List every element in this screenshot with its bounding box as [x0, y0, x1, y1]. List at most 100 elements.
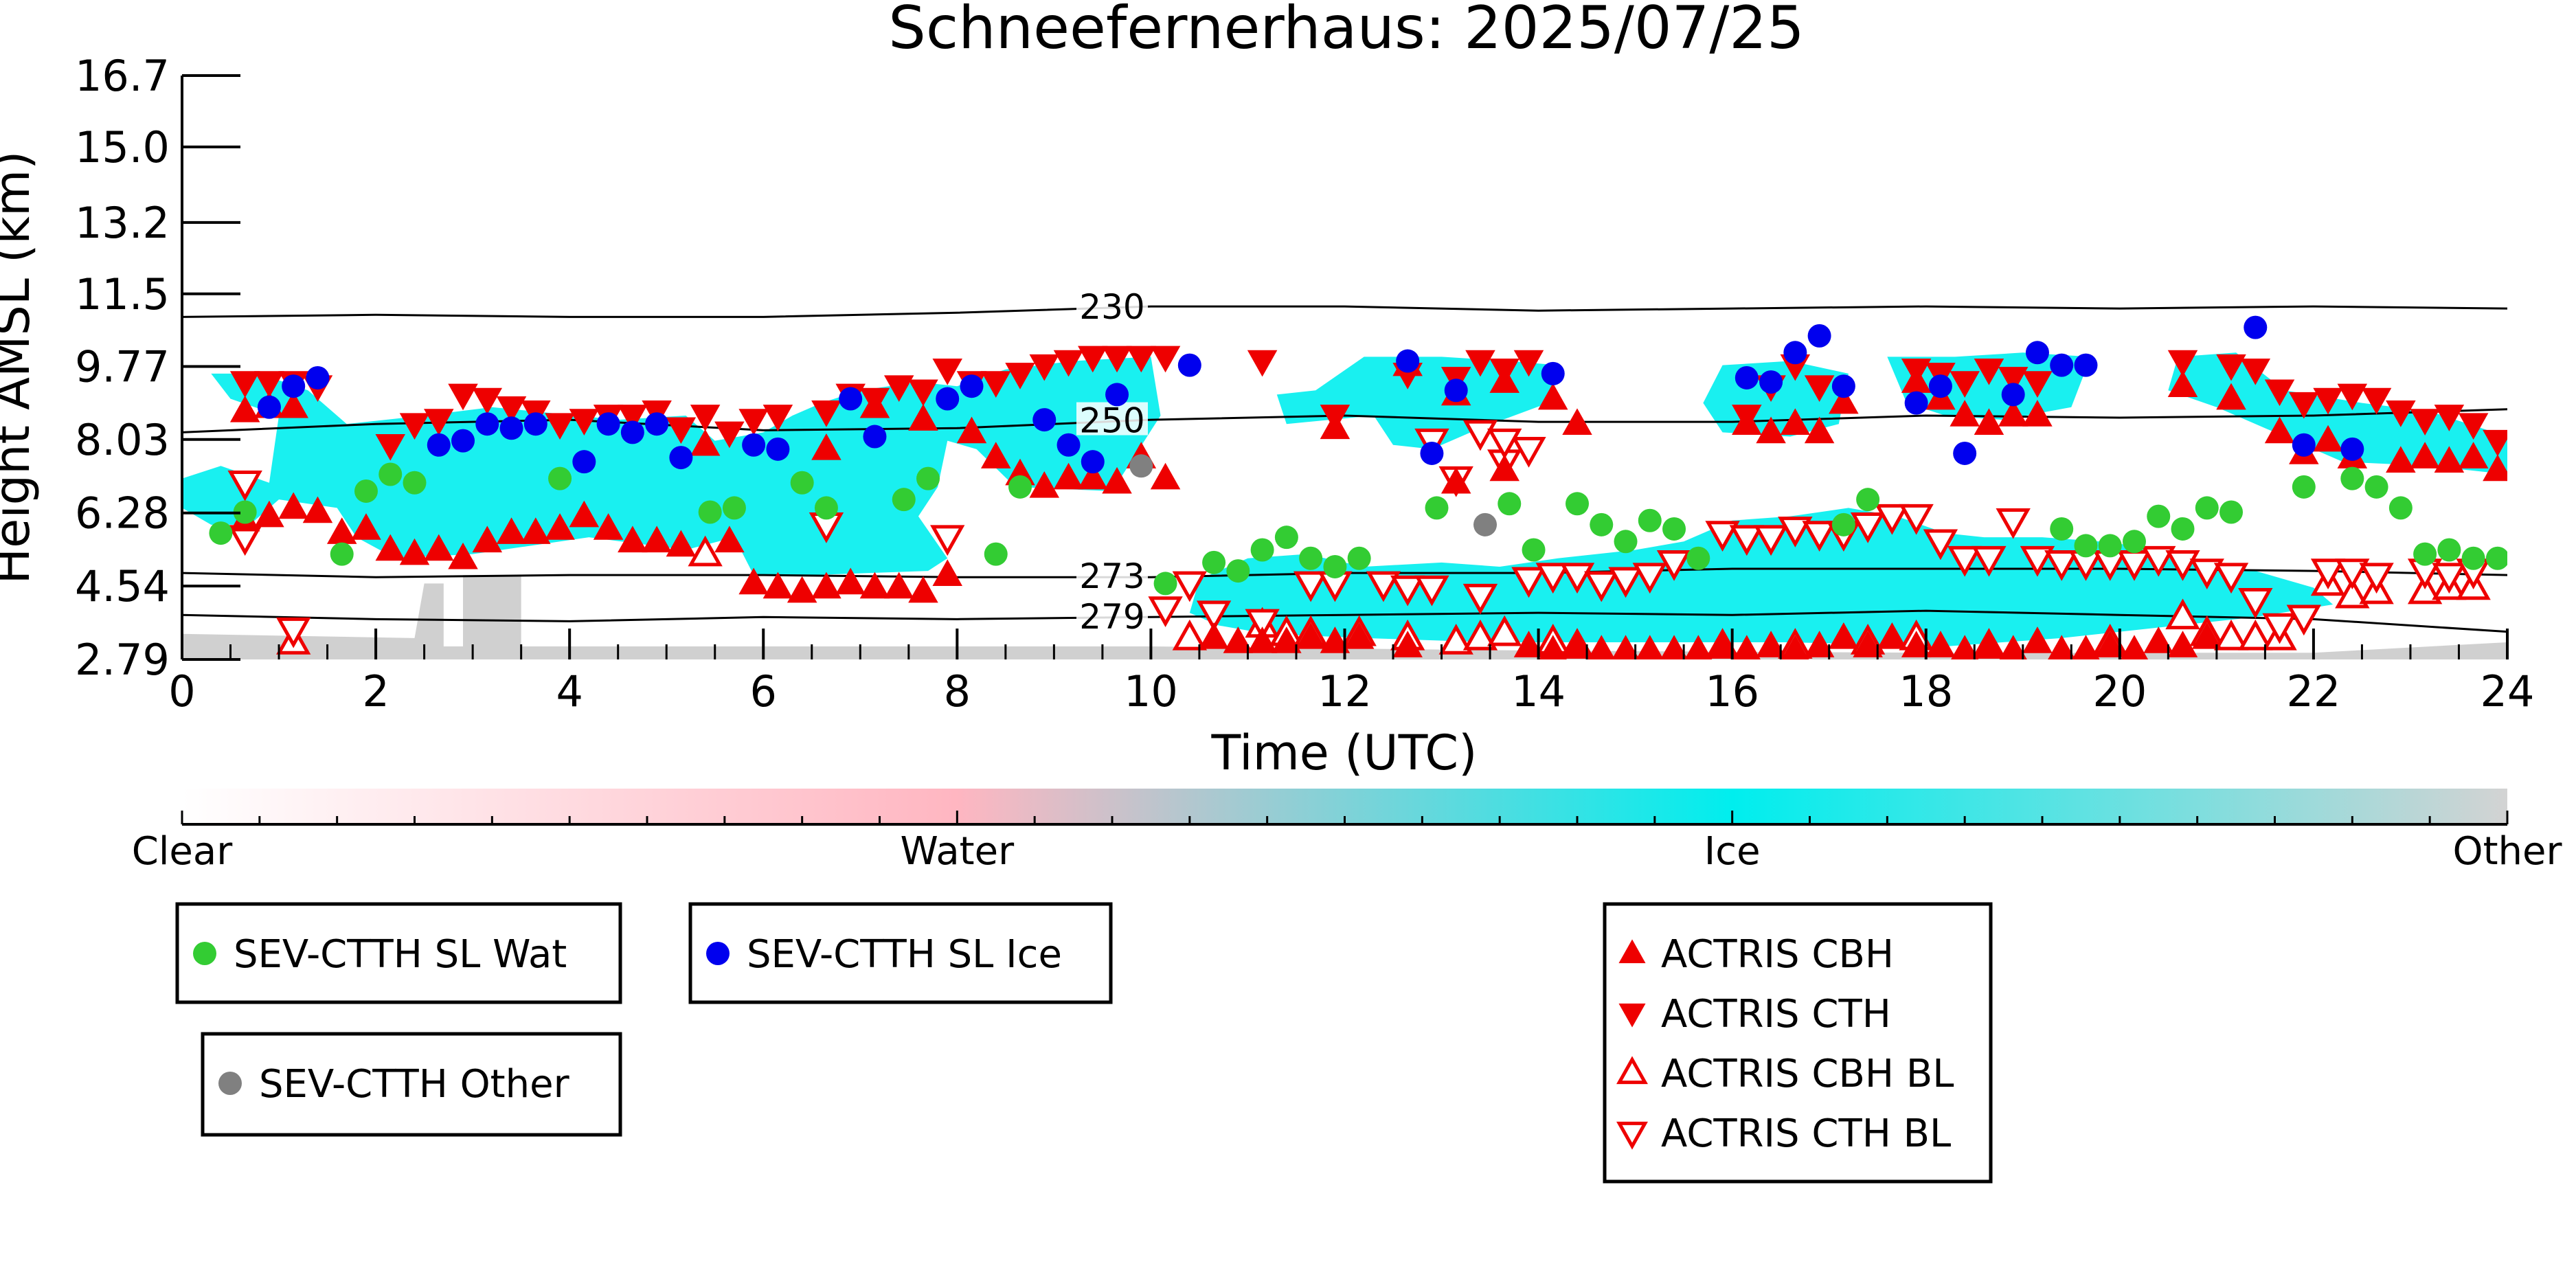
- marker-actris-cbh: [956, 416, 987, 444]
- marker-sev-ctth-sl-wat: [1008, 475, 1032, 499]
- marker-actris-cbh: [1078, 462, 1108, 490]
- colorbar-label: Ice: [1704, 829, 1761, 874]
- marker-actris-cth: [690, 405, 721, 431]
- marker-sev-ctth-sl-wat: [403, 471, 427, 495]
- marker-actris-cbh: [1636, 635, 1664, 659]
- isotherm-label: 250: [1079, 401, 1144, 441]
- marker-actris-cth-bl: [1414, 575, 1449, 607]
- x-tick-label: 4: [556, 666, 583, 716]
- marker-sev-ctth-sl-ice: [2244, 315, 2268, 339]
- marker-sev-ctth-sl-ice: [1081, 450, 1105, 474]
- marker-actris-cth: [1950, 371, 1980, 398]
- marker-actris-cth: [2361, 387, 2392, 415]
- marker-actris-cth: [1320, 405, 1351, 431]
- marker-actris-cth-bl: [227, 470, 262, 501]
- marker-sev-ctth-sl-ice: [960, 374, 984, 398]
- marker-sev-ctth-sl-wat: [984, 542, 1008, 566]
- marker-actris-cth: [883, 375, 914, 403]
- marker-actris-cth-bl: [1487, 428, 1522, 460]
- marker-sev-ctth-sl-wat: [892, 488, 916, 512]
- marker-sev-ctth-sl-ice: [1420, 441, 1444, 465]
- marker-sev-ctth-sl-ice: [1105, 383, 1129, 407]
- legend-label: ACTRIS CTH BL: [1661, 1111, 1951, 1156]
- marker-actris-cth-bl: [1996, 508, 2031, 539]
- marker-actris-cbh: [302, 496, 333, 523]
- marker-actris-cth-bl: [1511, 567, 1546, 598]
- marker-actris-cth: [2434, 405, 2465, 431]
- marker-sev-ctth-sl-ice: [1759, 370, 1783, 394]
- marker-sev-ctth-sl-wat: [2219, 500, 2244, 524]
- marker-actris-cbh: [2410, 442, 2440, 468]
- marker-sev-ctth-sl-ice: [2074, 353, 2098, 377]
- marker-actris-cbh-bl: [2165, 598, 2200, 630]
- isotherm-label-bg: [1076, 402, 1148, 436]
- marker-sev-ctth-sl-ice: [620, 420, 644, 444]
- isotherm-label-bg: [1076, 558, 1148, 591]
- marker-actris-cbh: [2313, 425, 2343, 452]
- marker-sev-ctth-sl-ice: [1953, 441, 1977, 465]
- marker-sev-ctth-sl-wat: [379, 462, 403, 486]
- x-tick-label: 22: [2286, 666, 2340, 716]
- marker-actris-cth-bl: [1923, 529, 1958, 561]
- marker-sev-ctth-sl-ice: [1396, 349, 1420, 373]
- marker-actris-cbh: [229, 395, 260, 422]
- marker-actris-cbh: [1780, 408, 1811, 435]
- marker-sev-ctth-sl-wat: [548, 466, 572, 490]
- marker-sev-ctth-sl-wat: [2074, 534, 2098, 558]
- marker-actris-cth-bl: [2286, 605, 2321, 636]
- marker-sev-ctth-sl-ice: [936, 387, 960, 411]
- marker-sev-ctth-sl-wat: [1202, 550, 1226, 574]
- marker-sev-ctth-sl-wat: [1856, 488, 1880, 512]
- marker-actris-cbh: [1684, 635, 1713, 659]
- isotherm-label-bg: [1076, 288, 1148, 321]
- marker-sev-ctth-sl-wat: [722, 496, 746, 520]
- marker-sev-ctth-sl-wat: [2195, 496, 2219, 520]
- legend-box: ACTRIS CBH ACTRIS CTH ACTRIS CBH BL ACTRIS …: [1603, 902, 1993, 1184]
- marker-actris-cth-bl: [2141, 545, 2176, 577]
- marker-sev-ctth-sl-wat: [1347, 546, 1371, 570]
- marker-actris-cbh: [1392, 631, 1423, 657]
- marker-sev-ctth-sl-wat: [2050, 517, 2074, 541]
- legend-marker-actris-cth: [1618, 1003, 1646, 1028]
- marker-sev-ctth-sl-wat: [2147, 504, 2171, 528]
- y-tick-label: 2.79: [75, 635, 170, 685]
- marker-actris-cbh: [496, 517, 527, 544]
- marker-actris-cth: [2289, 392, 2319, 419]
- marker-sev-ctth-sl-ice: [766, 437, 790, 461]
- marker-actris-cth: [2313, 387, 2343, 415]
- legend-marker-actris-cbh-bl: [1616, 1056, 1648, 1085]
- x-axis-title: Time (UTC): [1211, 725, 1478, 781]
- x-tick-label: 18: [1899, 666, 1953, 716]
- marker-actris-cth-bl: [1656, 550, 1692, 581]
- marker-actris-cbh: [2167, 370, 2198, 397]
- marker-sev-ctth-sl-ice: [1904, 391, 1928, 415]
- x-tick-label: 14: [1511, 666, 1566, 716]
- marker-actris-cth-bl: [1705, 521, 1740, 552]
- series-sev-ctth-sl-ice: [257, 315, 2364, 474]
- x-tick-label: 2: [362, 666, 389, 716]
- marker-actris-cbh: [1781, 635, 1809, 659]
- marker-actris-cth: [2483, 429, 2507, 457]
- marker-sev-ctth-sl-wat: [2364, 475, 2388, 499]
- marker-sev-ctth-sl-wat: [1250, 538, 1274, 562]
- legend-frame: [175, 902, 622, 1004]
- marker-actris-cth-bl: [1584, 571, 1619, 602]
- marker-sev-ctth-sl-ice: [2340, 437, 2364, 461]
- x-tick-label: 16: [1705, 666, 1759, 716]
- marker-actris-cth-bl: [1511, 437, 1546, 468]
- legend-box: SEV-CTTH Other: [201, 1032, 622, 1137]
- marker-actris-cbh: [2143, 626, 2174, 653]
- marker-actris-cth: [375, 433, 405, 461]
- marker-actris-cbh: [1562, 631, 1592, 657]
- marker-actris-cth: [2337, 383, 2368, 411]
- marker-sev-ctth-sl-wat: [1638, 508, 1662, 532]
- marker-actris-cth: [1974, 358, 2004, 385]
- marker-sev-ctth-sl-wat: [2485, 546, 2507, 570]
- marker-sev-ctth-sl-wat: [1299, 546, 1323, 570]
- marker-actris-cth-bl: [2020, 545, 2055, 577]
- marker-sev-ctth-sl-ice: [1783, 341, 1807, 365]
- marker-actris-cbh: [690, 429, 721, 456]
- marker-actris-cbh-bl: [1438, 623, 1473, 655]
- marker-sev-ctth-sl-ice: [2025, 341, 2049, 365]
- marker-actris-cbh: [278, 492, 308, 519]
